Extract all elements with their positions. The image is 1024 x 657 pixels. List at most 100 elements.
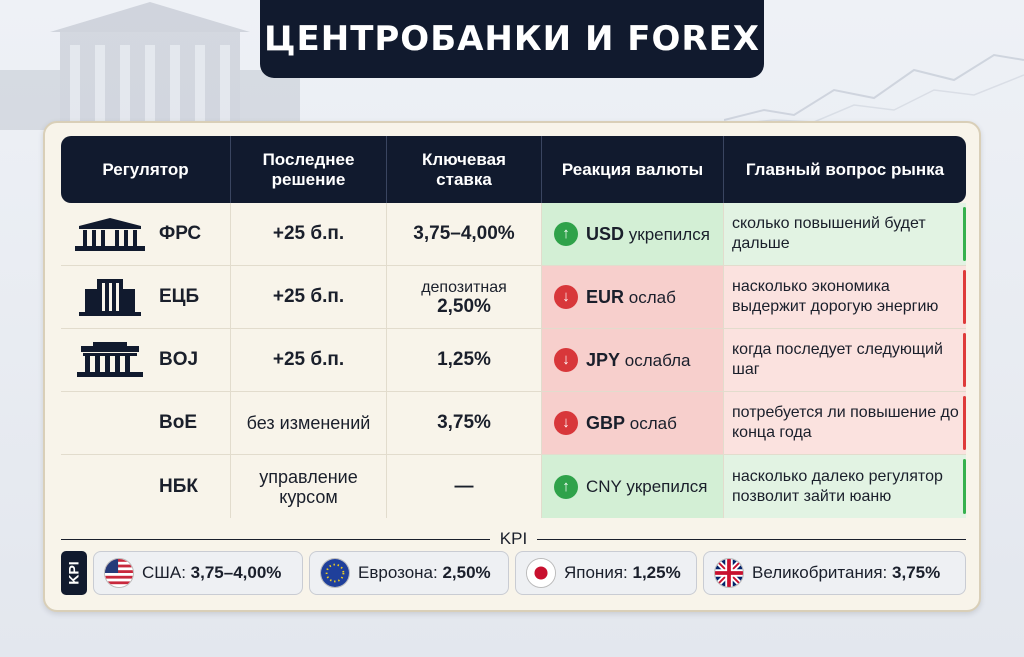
decision-cell: +25 б.п. — [231, 329, 387, 391]
rate-cell: 3,75–4,00% — [387, 203, 542, 265]
reaction-label: USD укрепился — [586, 224, 710, 245]
kpi-japan-label: Япония: 1,25% — [564, 563, 681, 583]
question-cell: потребуется ли повышение до конца года — [724, 392, 966, 454]
kpi-uk-label: Великобритания: 3,75% — [752, 563, 940, 583]
kpi-tag: KPI — [61, 551, 87, 595]
regulator-name: НБК — [159, 475, 198, 497]
regulator-name: BOJ — [159, 349, 199, 370]
columned-building-icon — [73, 340, 147, 380]
kpi-value: 1,25% — [632, 563, 681, 582]
kpi-usa-label: США: 3,75–4,00% — [142, 563, 281, 583]
regulator-cell: BoE — [61, 392, 231, 454]
reaction-label: GBP ослаб — [586, 413, 677, 434]
kpi-uk: Великобритания: 3,75% — [703, 551, 966, 595]
regulator-name: ФРС — [159, 223, 202, 244]
kpi-row: KPI США: 3,75–4,00% Еврозона: 2,50% — [61, 551, 966, 595]
empty-icon-slot — [73, 467, 147, 507]
reaction-cell: ↓ GBP ослаб — [542, 392, 724, 454]
reaction-text: ослаб — [628, 287, 676, 307]
header-regulator: Регулятор — [61, 136, 231, 203]
reaction-currency: JPY — [586, 349, 621, 370]
question-cell: насколько экономика выдержит дорогую эне… — [724, 266, 966, 328]
reaction-text: укрепился — [626, 476, 708, 496]
kpi-eurozone-label: Еврозона: 2,50% — [358, 563, 491, 583]
kpi-value: 3,75–4,00% — [190, 563, 282, 582]
divider-line — [61, 538, 490, 540]
reaction-currency: EUR — [586, 286, 625, 307]
rate-value: 2,50% — [437, 296, 491, 317]
decision-cell: +25 б.п. — [231, 266, 387, 328]
table-row: ЕЦБ +25 б.п. депозитная 2,50% ↓ EUR осла… — [61, 266, 966, 329]
decision-cell: управление курсом — [231, 455, 387, 518]
uk-flag-icon — [714, 558, 744, 588]
decision-cell: без изменений — [231, 392, 387, 454]
central-banks-card: Регулятор Последнее решение Ключевая ста… — [43, 121, 981, 612]
rate-cell: — — [387, 455, 542, 518]
kpi-country: США: — [142, 563, 186, 582]
reaction-text: ослаб — [629, 413, 677, 433]
regulator-cell: BOJ — [61, 329, 231, 391]
kpi-country: Япония: — [564, 563, 628, 582]
empty-icon-slot — [73, 403, 147, 443]
reaction-cell: ↓ JPY ослабла — [542, 329, 724, 391]
divider-line — [537, 538, 966, 540]
reaction-currency: USD — [586, 223, 625, 244]
government-building-icon — [73, 214, 147, 254]
japan-flag-icon — [526, 558, 556, 588]
reaction-currency: GBP — [586, 412, 626, 433]
regulator-name: BoE — [159, 412, 197, 433]
table-row: BoE без изменений 3,75% ↓ GBP ослаб потр… — [61, 392, 966, 455]
reaction-cell: ↓ EUR ослаб — [542, 266, 724, 328]
header-reaction: Реакция валюты — [542, 136, 724, 203]
table-header: Регулятор Последнее решение Ключевая ста… — [61, 136, 966, 203]
office-tower-icon — [73, 277, 147, 317]
table-body: ФРС +25 б.п. 3,75–4,00% ↑ USD укрепился … — [61, 203, 966, 518]
table-row: BOJ +25 б.п. 1,25% ↓ JPY ослабла когда п… — [61, 329, 966, 392]
question-cell: когда последует следующий шаг — [724, 329, 966, 391]
regulator-cell: НБК — [61, 455, 231, 518]
arrow-down-icon: ↓ — [554, 411, 578, 435]
arrow-down-icon: ↓ — [554, 348, 578, 372]
regulator-cell: ФРС — [61, 203, 231, 265]
kpi-label: KPI — [499, 529, 528, 548]
arrow-up-icon: ↑ — [554, 222, 578, 246]
rate-prefix: депозитная — [421, 279, 507, 296]
background-building-illustration — [0, 2, 300, 130]
header-decision: Последнее решение — [231, 136, 387, 203]
rate-cell: 1,25% — [387, 329, 542, 391]
reaction-label: EUR ослаб — [586, 287, 676, 308]
table-row: ФРС +25 б.п. 3,75–4,00% ↑ USD укрепился … — [61, 203, 966, 266]
title-banner: ЦЕНТРОБАНКИ И FOREX — [260, 0, 764, 78]
kpi-country: Великобритания: — [752, 563, 888, 582]
kpi-eurozone: Еврозона: 2,50% — [309, 551, 509, 595]
kpi-japan: Япония: 1,25% — [515, 551, 697, 595]
kpi-value: 3,75% — [892, 563, 941, 582]
us-flag-icon — [104, 558, 134, 588]
kpi-tag-text: KPI — [66, 561, 82, 585]
kpi-value: 2,50% — [442, 563, 491, 582]
reaction-cell: ↑ USD укрепился — [542, 203, 724, 265]
table-row: НБК управление курсом — ↑ CNY укрепился … — [61, 455, 966, 518]
reaction-currency: CNY — [586, 476, 622, 496]
rate-cell: 3,75% — [387, 392, 542, 454]
question-cell: насколько далеко регулятор позволит зайт… — [724, 455, 966, 518]
background-chart-decoration — [724, 53, 1024, 126]
regulator-name: ЕЦБ — [159, 286, 200, 307]
reaction-text: ослабла — [624, 350, 691, 370]
kpi-country: Еврозона: — [358, 563, 438, 582]
eu-flag-icon — [320, 558, 350, 588]
reaction-text: укрепился — [628, 224, 710, 244]
decision-cell: +25 б.п. — [231, 203, 387, 265]
arrow-up-icon: ↑ — [554, 474, 578, 499]
regulator-cell: ЕЦБ — [61, 266, 231, 328]
reaction-cell: ↑ CNY укрепился — [542, 455, 724, 518]
header-question: Главный вопрос рынка — [745, 159, 945, 179]
header-rate: Ключевая ставка — [387, 136, 542, 203]
kpi-usa: США: 3,75–4,00% — [93, 551, 303, 595]
rate-cell: депозитная 2,50% — [387, 266, 542, 328]
kpi-divider: KPI — [61, 529, 966, 549]
reaction-label: JPY ослабла — [586, 350, 690, 371]
page-title: ЦЕНТРОБАНКИ И FOREX — [263, 19, 761, 59]
question-cell: сколько повышений будет дальше — [724, 203, 966, 265]
arrow-down-icon: ↓ — [554, 285, 578, 309]
